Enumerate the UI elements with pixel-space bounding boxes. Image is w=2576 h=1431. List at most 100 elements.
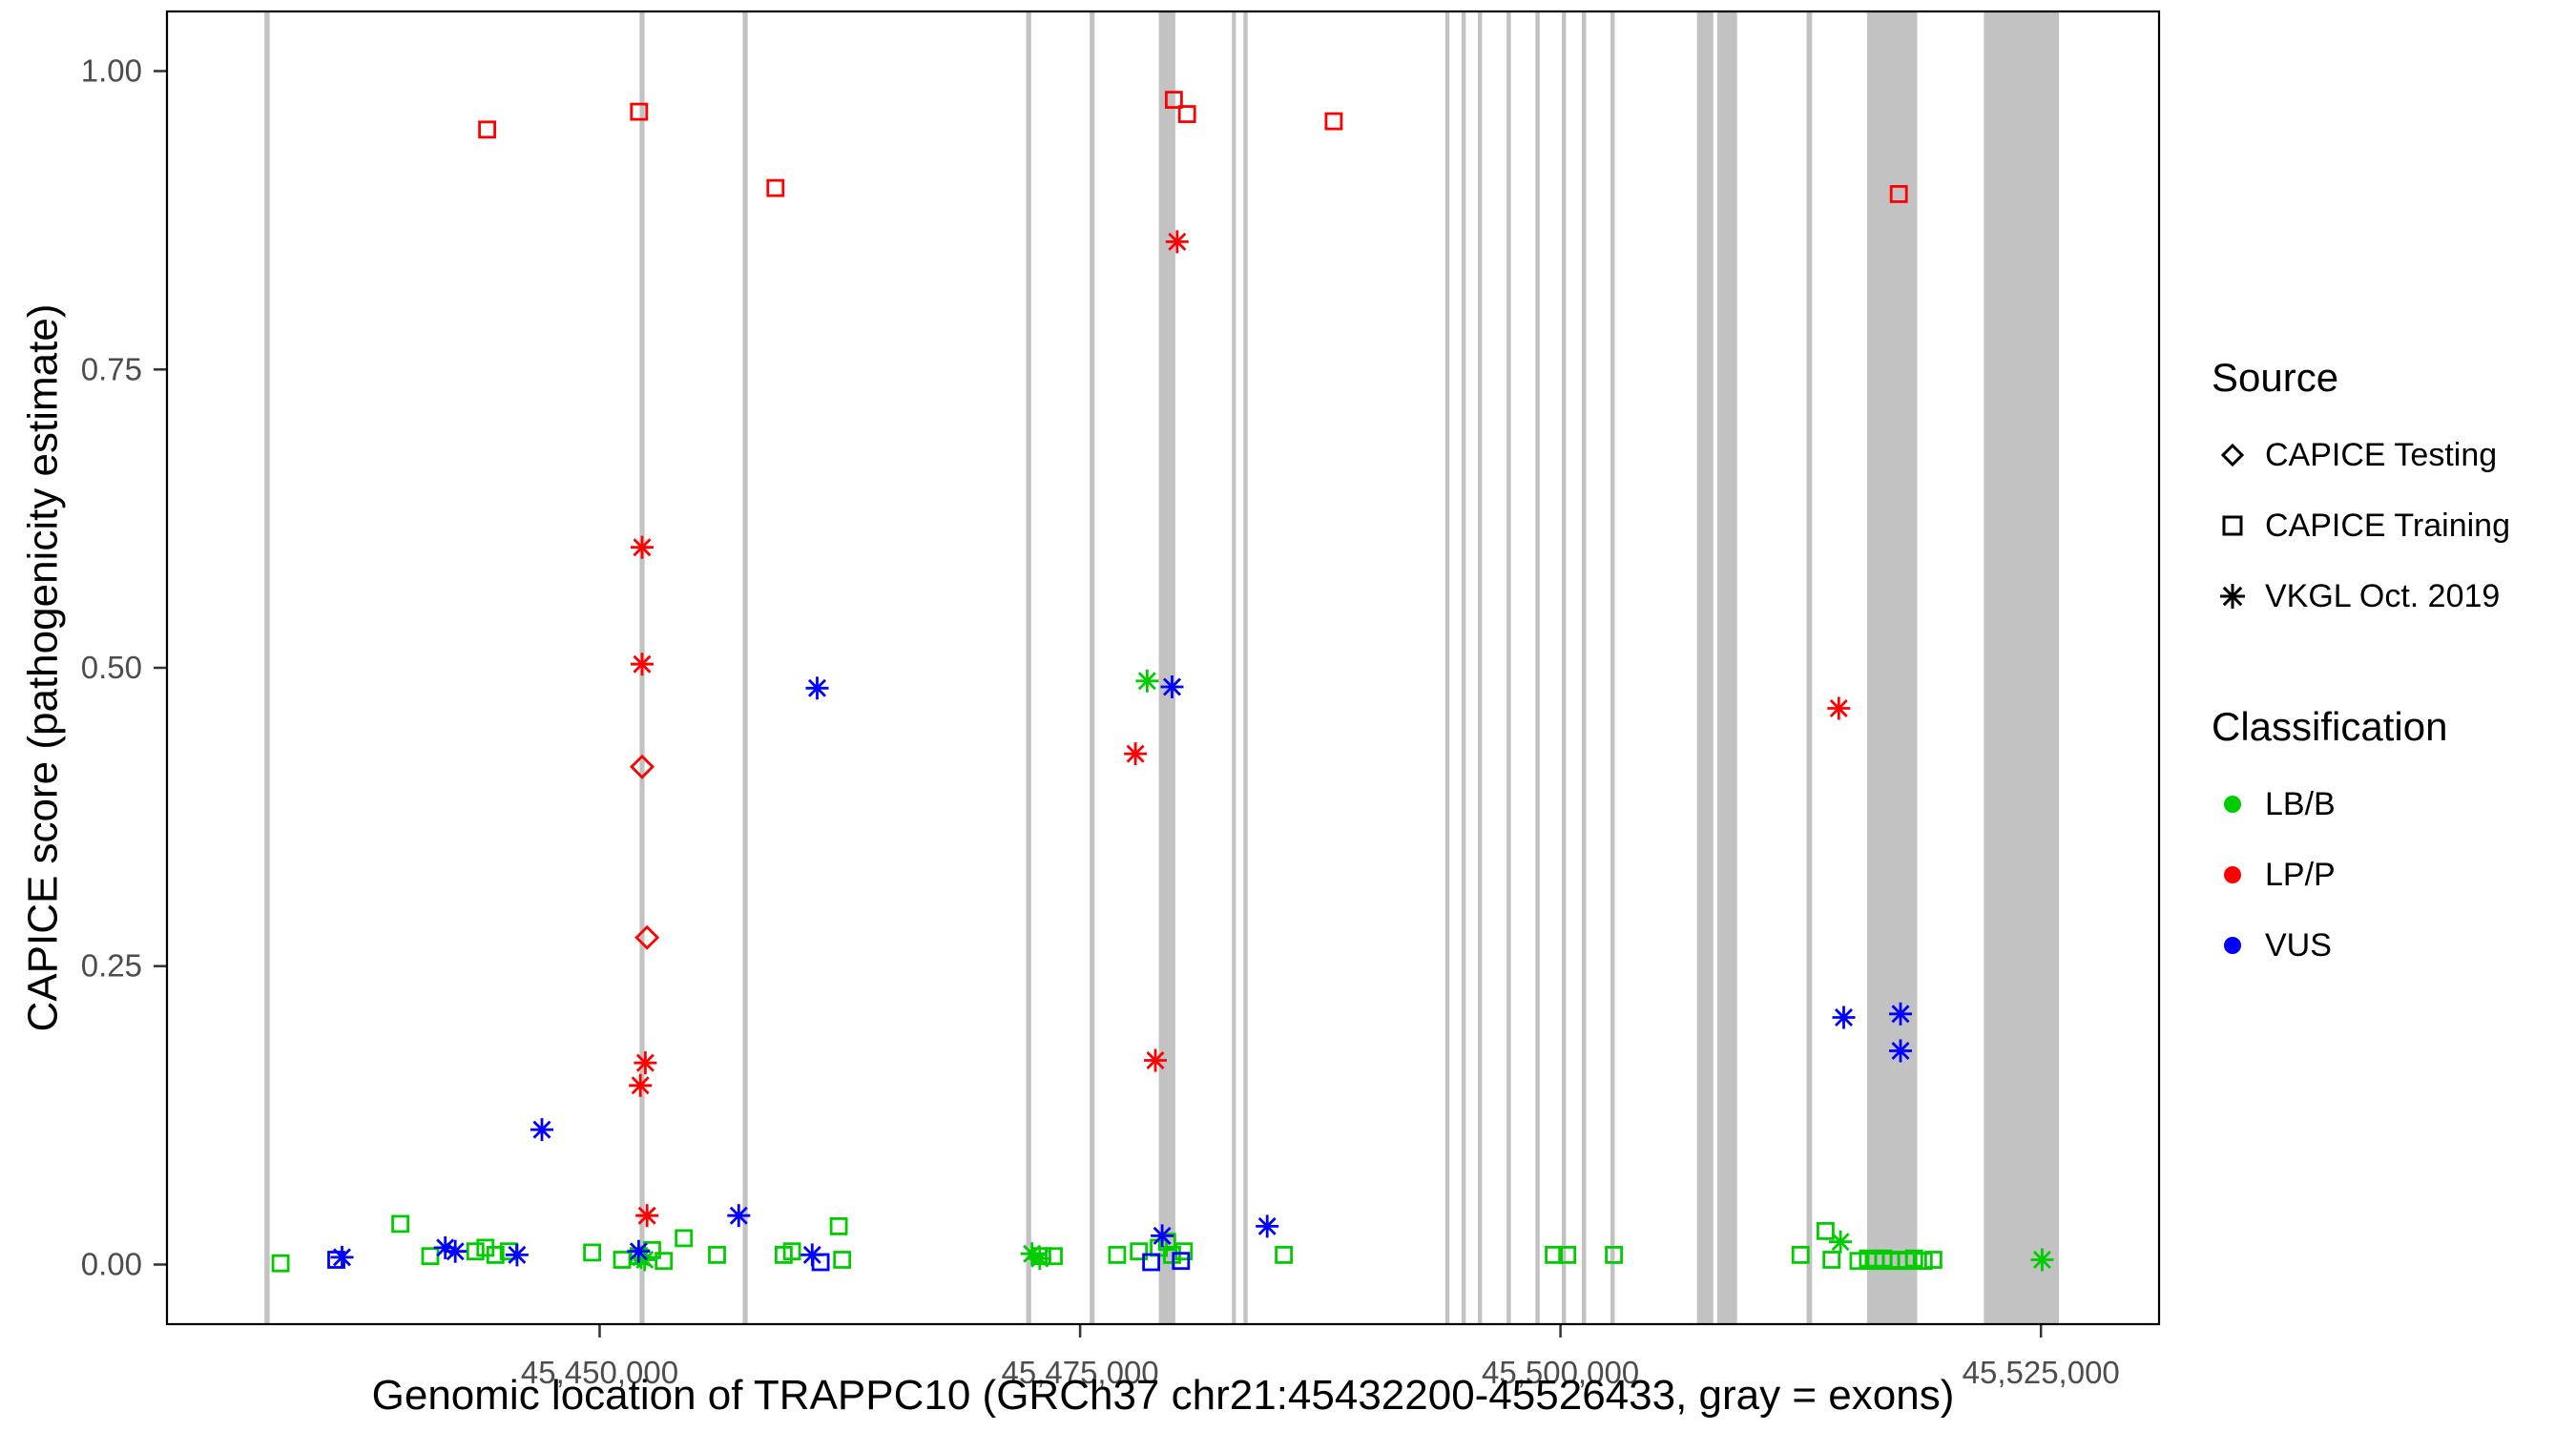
exon-bar	[1984, 11, 2059, 1324]
exon-bar	[1158, 11, 1175, 1324]
data-point-asterisk	[1829, 1230, 1853, 1254]
legend-label: LB/B	[2265, 785, 2336, 822]
classification-dot	[2224, 796, 2241, 813]
y-tick-label: 0.25	[81, 948, 142, 984]
data-point-square	[829, 1217, 848, 1235]
classification-dot	[2224, 937, 2241, 954]
data-point-square	[1130, 1242, 1149, 1261]
exon-bar	[264, 11, 270, 1324]
data-point-asterisk	[627, 1239, 651, 1263]
data-point-square	[1172, 1252, 1191, 1271]
data-point-square	[478, 120, 497, 139]
exon-bar	[1535, 11, 1540, 1324]
data-point-square	[1545, 1246, 1563, 1264]
dot-icon	[2224, 937, 2241, 954]
exon-bar	[1243, 11, 1248, 1324]
data-point-asterisk	[1889, 1039, 1912, 1063]
data-point-asterisk	[444, 1239, 467, 1263]
data-point-square	[1914, 1252, 1933, 1271]
data-point-diamond	[634, 924, 660, 950]
exon-bar	[1232, 11, 1236, 1324]
x-tick-label: 45,450,000	[521, 1355, 678, 1390]
legend: Source CAPICE Testing CAPICE Training	[2212, 355, 2510, 981]
data-point-asterisk	[505, 1243, 529, 1267]
data-point-square	[1791, 1246, 1810, 1264]
x-tick-label: 45,525,000	[1963, 1355, 2120, 1390]
exon-bar	[1090, 11, 1095, 1324]
data-point-square	[466, 1242, 485, 1261]
legend-source-title: Source	[2212, 355, 2339, 400]
dot-icon	[2224, 796, 2241, 813]
data-point-square	[1817, 1222, 1835, 1240]
x-tick-label: 45,475,000	[1002, 1355, 1159, 1390]
legend-classification-title: Classification	[2212, 704, 2448, 749]
data-point-square	[486, 1246, 505, 1264]
data-point-square	[1157, 1233, 1176, 1252]
legend-label: VUS	[2265, 926, 2332, 964]
exon-bar	[1696, 11, 1714, 1324]
y-axis-title-text: CAPICE score (pathogenicity estimate)	[19, 303, 67, 1032]
y-tick-label: 0.75	[81, 351, 142, 386]
data-point-diamond	[630, 754, 654, 779]
data-point-asterisk	[530, 1118, 553, 1142]
x-axis-title: Genomic location of TRAPPC10 (GRCh37 chr…	[371, 1372, 1955, 1419]
legend-source-group: Source CAPICE Testing CAPICE Training	[2212, 355, 2510, 632]
data-point-square	[1822, 1251, 1841, 1269]
legend-item-lpp: LP/P	[2212, 840, 2510, 910]
y-axis-title: CAPICE score (pathogenicity estimate)	[10, 11, 76, 1324]
data-point-square	[1174, 1242, 1194, 1261]
data-point-square	[1108, 1246, 1127, 1264]
data-point-square	[630, 102, 649, 121]
data-point-asterisk	[629, 1073, 653, 1097]
data-point-asterisk	[1160, 675, 1184, 698]
data-point-asterisk	[1165, 230, 1189, 254]
data-point-square	[1849, 1252, 1868, 1271]
exon-bar	[1562, 11, 1567, 1324]
data-point-square	[782, 1242, 801, 1261]
data-point-asterisk	[1124, 742, 1148, 766]
data-point-asterisk	[330, 1245, 354, 1269]
y-tick-label: 1.00	[81, 53, 142, 89]
data-point-square	[613, 1251, 632, 1269]
data-point-asterisk	[1889, 1002, 1912, 1026]
data-point-asterisk	[800, 1243, 824, 1267]
data-point-square	[271, 1254, 290, 1273]
data-point-asterisk	[805, 676, 829, 700]
data-point-square	[1165, 91, 1183, 109]
data-point-square	[708, 1246, 726, 1264]
legend-item-vus: VUS	[2212, 910, 2510, 981]
data-point-asterisk	[727, 1204, 751, 1228]
data-point-square	[1904, 1249, 1923, 1268]
square-icon	[2222, 515, 2243, 536]
data-point-asterisk	[1151, 1224, 1174, 1248]
data-point-square	[1605, 1246, 1623, 1264]
legend-label: CAPICE Testing	[2265, 436, 2498, 473]
exon-bar	[1461, 11, 1466, 1324]
legend-label: CAPICE Training	[2265, 507, 2510, 544]
data-point-square	[1924, 1251, 1942, 1269]
exon-bar	[1806, 11, 1813, 1324]
data-point-square	[766, 178, 785, 197]
data-point-asterisk	[1028, 1247, 1051, 1271]
data-point-square	[1177, 105, 1196, 123]
diamond-icon	[2220, 443, 2245, 467]
y-tick-label: 0.00	[81, 1247, 142, 1282]
legend-item-capice-testing: CAPICE Testing	[2212, 420, 2510, 490]
dot-icon	[2224, 866, 2241, 883]
exon-bar	[1026, 11, 1031, 1324]
exon-bar	[1478, 11, 1483, 1324]
data-point-square	[1142, 1253, 1160, 1272]
classification-dot	[2224, 866, 2241, 883]
data-point-square	[421, 1247, 440, 1266]
data-point-square	[1275, 1246, 1293, 1264]
data-point-square	[1889, 184, 1908, 203]
data-point-square	[675, 1229, 694, 1248]
exon-bar	[1716, 11, 1737, 1324]
legend-classification-group: Classification LB/B LP/P VUS	[2212, 704, 2510, 981]
legend-label: VKGL Oct. 2019	[2265, 577, 2501, 614]
legend-label: LP/P	[2265, 856, 2336, 893]
exon-bar	[1582, 11, 1587, 1324]
exon-bar	[1506, 11, 1511, 1324]
